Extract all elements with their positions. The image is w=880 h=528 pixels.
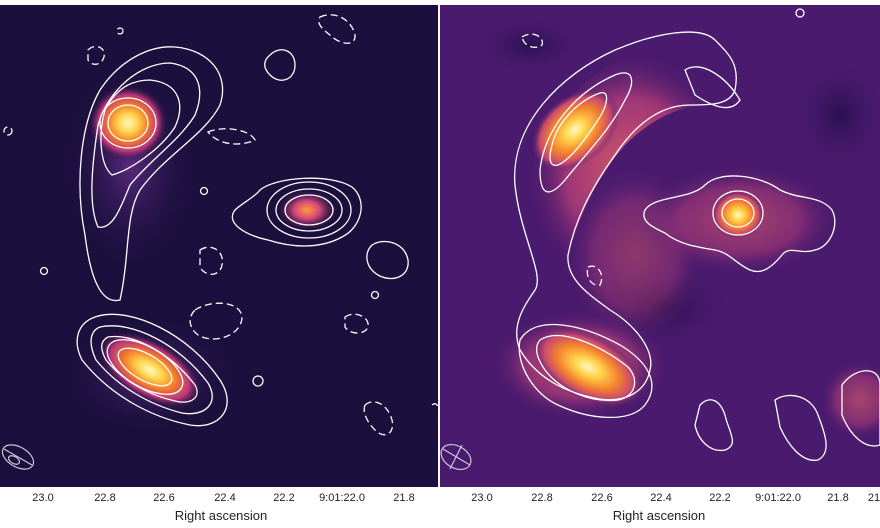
source-right [712, 191, 764, 239]
x-tick-label: 21 [867, 492, 880, 504]
x-tick-label: 21.8 [827, 492, 849, 504]
source-right [275, 188, 339, 232]
source-lower [97, 331, 203, 409]
right-x-axis-title: Right ascension [612, 508, 706, 523]
right-image-panel [440, 5, 880, 487]
x-tick-label: 23.0 [32, 492, 54, 504]
x-tick-label: 9:01:22.0 [319, 492, 365, 504]
left-contour-map [1, 14, 438, 470]
left-image-panel [0, 5, 438, 487]
x-tick-label: 22.8 [94, 492, 116, 504]
x-tick-label: 22.6 [153, 492, 175, 504]
beam-ellipse-icon [1, 444, 35, 470]
right-contour-map [440, 8, 880, 471]
contours-positive [39, 46, 409, 427]
x-tick-label: 22.4 [214, 492, 236, 504]
x-tick-label: 22.2 [709, 492, 731, 504]
contours-positive [514, 8, 880, 461]
source-upper-left [530, 88, 620, 172]
x-tick-label: 22.8 [531, 492, 553, 504]
x-tick-label: 22.6 [591, 492, 613, 504]
contours-negative [3, 14, 438, 436]
x-tick-label: 23.0 [471, 492, 493, 504]
x-tick-label: 22.2 [273, 492, 295, 504]
x-tick-label: 9:01:22.0 [755, 492, 801, 504]
x-tick-label: 22.4 [650, 492, 672, 504]
x-tick-label: 21.8 [393, 492, 415, 504]
beam-ellipse-icon [440, 443, 472, 471]
contours-negative [521, 33, 603, 286]
left-x-axis-title: Right ascension [174, 508, 268, 523]
